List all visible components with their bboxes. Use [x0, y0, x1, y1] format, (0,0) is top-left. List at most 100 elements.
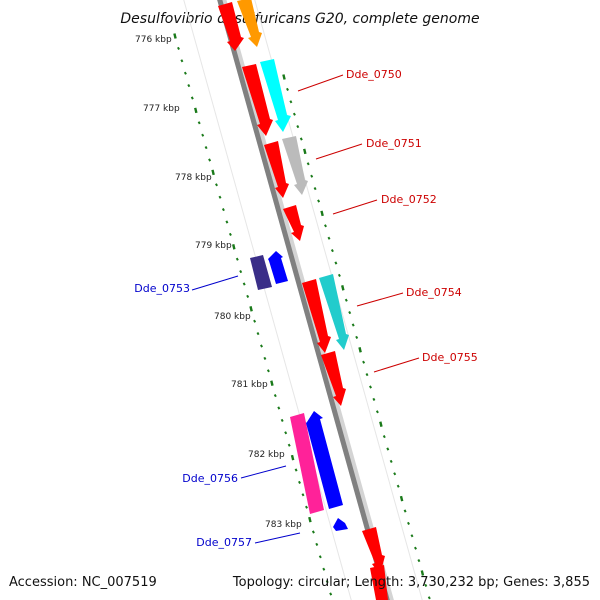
callout-dde-0752: [332, 199, 378, 215]
reverse-track-minor-tick: [301, 493, 305, 497]
gene-dde-0757[interactable]: [333, 518, 348, 531]
forward-track-major-tick: [303, 148, 307, 155]
reverse-track-minor-tick: [215, 183, 218, 187]
forward-track-major-tick: [341, 285, 345, 291]
forward-track-minor-tick: [417, 559, 421, 563]
reverse-track-minor-tick: [266, 369, 270, 373]
label-dde-0750[interactable]: Dde_0750: [346, 68, 402, 81]
label-dde-0756[interactable]: Dde_0756: [182, 472, 238, 485]
callout-dde-0751: [315, 143, 363, 160]
reverse-track-minor-tick: [187, 84, 191, 88]
forward-track-minor-tick: [286, 87, 289, 91]
forward-track-minor-tick: [292, 112, 296, 116]
reverse-track-minor-tick: [242, 282, 246, 286]
reverse-track-minor-tick: [253, 319, 257, 323]
reverse-track-major-tick: [173, 33, 177, 39]
label-dde-0751[interactable]: Dde_0751: [366, 137, 422, 150]
reverse-track-major-tick: [232, 244, 236, 250]
reverse-track-major-tick: [290, 454, 295, 461]
kbp-label-782: 782 kbp: [248, 450, 285, 460]
topology-text: Topology: circular; Length: 3,730,232 bp…: [232, 575, 590, 590]
kbp-label-781: 781 kbp: [231, 380, 268, 390]
gene-dde-0751-red[interactable]: [264, 141, 289, 198]
gene-dde-0750-red[interactable]: [242, 64, 273, 136]
reverse-track-minor-tick: [239, 270, 243, 274]
callout-lines: [191, 74, 420, 544]
forward-track-minor-tick: [369, 385, 372, 389]
forward-track-minor-tick: [299, 137, 303, 141]
forward-track-minor-tick: [396, 484, 400, 488]
label-dde-0753[interactable]: Dde_0753: [134, 282, 190, 295]
gene-top-orange[interactable]: [237, 0, 262, 47]
gene-top-red[interactable]: [218, 2, 244, 51]
map-title: Desulfovibrio desulfuricans G20, complet…: [120, 11, 479, 27]
forward-track-minor-tick: [289, 100, 293, 104]
reverse-track-minor-tick: [221, 208, 225, 212]
forward-track-minor-tick: [351, 323, 355, 327]
label-dde-0755[interactable]: Dde_0755: [422, 351, 478, 364]
kbp-label-780: 780 kbp: [214, 312, 251, 322]
reverse-track-minor-tick: [294, 468, 298, 472]
label-dde-0754[interactable]: Dde_0754: [406, 286, 462, 299]
forward-track-minor-tick: [403, 509, 407, 513]
callout-dde-0755: [373, 357, 420, 373]
forward-track-minor-tick: [382, 435, 386, 439]
forward-track-minor-tick: [344, 298, 348, 302]
forward-track-minor-tick: [310, 174, 314, 178]
gene-bottom-red-2[interactable]: [370, 565, 388, 600]
gene-bottom-red[interactable]: [362, 527, 385, 575]
kbp-label-776: 776 kbp: [135, 35, 172, 45]
reverse-track-major-tick: [308, 516, 312, 523]
gene-dde-0754[interactable]: [319, 274, 349, 350]
gene-dde-0756[interactable]: [306, 411, 343, 509]
label-dde-0752[interactable]: Dde_0752: [381, 193, 437, 206]
reverse-track-minor-tick: [329, 592, 333, 596]
forward-track-minor-tick: [389, 459, 393, 463]
reverse-track-major-tick: [211, 169, 215, 176]
gene-dde-0753[interactable]: [268, 251, 288, 284]
gene-group: [218, 0, 388, 600]
forward-track-minor-tick: [348, 311, 352, 315]
callout-dde-0750: [297, 74, 344, 92]
forward-track-major-tick: [420, 570, 425, 576]
forward-track-minor-tick: [355, 335, 359, 339]
kbp-label-778: 778 kbp: [175, 173, 212, 183]
gene-dde-0750[interactable]: [260, 59, 291, 132]
gene-dde-0751[interactable]: [282, 136, 308, 195]
forward-track-major-tick: [399, 495, 404, 502]
callout-dde-0756: [240, 465, 287, 479]
forward-track-minor-tick: [313, 187, 317, 191]
gene-dde-0756-magenta[interactable]: [290, 413, 324, 514]
gene-dde-0754-red[interactable]: [302, 279, 331, 353]
kbp-label-779: 779 kbp: [195, 241, 232, 251]
reverse-track-minor-tick: [218, 195, 222, 199]
reverse-track-minor-tick: [208, 158, 212, 162]
callout-dde-0753: [191, 275, 239, 291]
forward-track-minor-tick: [375, 410, 379, 414]
reverse-track-minor-tick: [225, 220, 229, 224]
reverse-track-minor-tick: [298, 480, 301, 484]
forward-track-minor-tick: [330, 249, 334, 253]
reverse-track-minor-tick: [180, 59, 184, 63]
forward-track-minor-tick: [306, 162, 310, 166]
reverse-track-minor-tick: [325, 580, 329, 584]
reverse-track-minor-tick: [273, 394, 277, 398]
reverse-track-major-tick: [194, 107, 198, 114]
forward-track-major-tick: [379, 421, 383, 427]
reverse-track-minor-tick: [280, 418, 284, 422]
gene-dde-0752[interactable]: [283, 205, 304, 241]
label-dde-0757[interactable]: Dde_0757: [196, 536, 252, 549]
gene-dde-0753-navy[interactable]: [250, 255, 272, 290]
gene-dde-0755[interactable]: [321, 351, 346, 406]
reverse-track-minor-tick: [204, 146, 208, 150]
backbone-group: [183, 0, 423, 600]
reverse-track-major-tick: [270, 380, 274, 386]
reverse-track-minor-tick: [246, 294, 250, 298]
forward-track-minor-tick: [365, 373, 369, 377]
forward-track-minor-tick: [407, 521, 410, 525]
reverse-track-minor-tick: [235, 257, 239, 261]
reverse-track-major-tick: [249, 306, 253, 312]
forward-track-major-tick: [320, 210, 324, 217]
